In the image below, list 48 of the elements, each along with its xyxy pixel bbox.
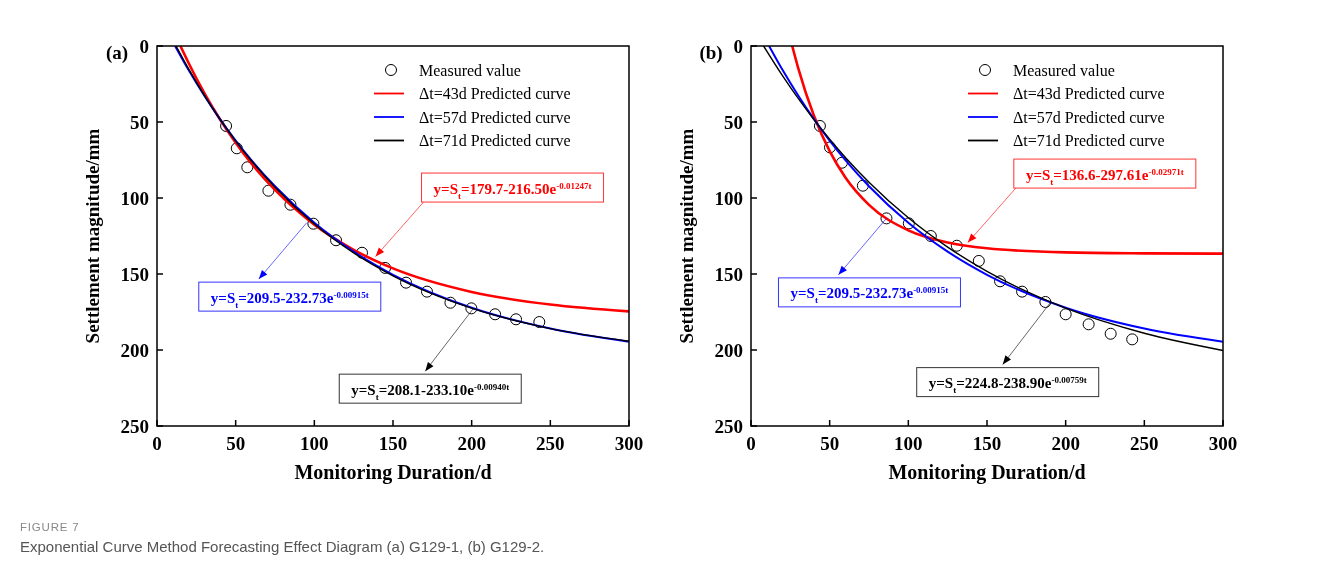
chart-title: (a)	[105, 42, 129, 64]
legend-label: Δt=43d Predicted curve	[1013, 85, 1165, 103]
x-tick-label: 100	[300, 433, 329, 454]
y-tick-label: 100	[714, 187, 743, 209]
annotation: y=S$_{t}$=224.8-238.90e$^{-0.00759t}$	[928, 375, 1087, 396]
legend-label: Measured value	[419, 61, 521, 79]
y-axis-title: Settlement magnitude/mm	[676, 128, 697, 344]
y-tick-label: 0	[139, 35, 149, 57]
y-tick-label: 150	[714, 263, 743, 285]
x-tick-label: 300	[1208, 433, 1238, 454]
x-tick-label: 100	[894, 433, 923, 454]
annotation: y=S$_{t}$=179.7-216.50e$^{-0.01247t}$	[433, 180, 592, 201]
y-tick-label: 150	[120, 263, 149, 285]
y-tick-label: 50	[130, 111, 149, 133]
y-axis-title: Settlement magnitude/mm	[82, 128, 103, 344]
y-tick-label: 50	[724, 111, 743, 133]
annotation: y=S$_{t}$=209.5-232.73e$^{-0.00915t}$	[210, 289, 369, 310]
legend-label: Measured value	[1013, 61, 1115, 79]
x-axis-title: Monitoring Duration/d	[888, 461, 1086, 484]
legend-label: Δt=57d Predicted curve	[419, 108, 571, 126]
x-axis-title: Monitoring Duration/d	[294, 461, 492, 484]
x-tick-label: 0	[152, 433, 162, 454]
y-tick-label: 200	[120, 339, 149, 361]
legend-label: Δt=57d Predicted curve	[1013, 108, 1165, 126]
legend-label: Δt=71d Predicted curve	[419, 132, 571, 150]
legend-label: Δt=71d Predicted curve	[1013, 132, 1165, 150]
y-tick-label: 100	[120, 187, 149, 209]
annotation: y=S$_{t}$=209.5-232.73e$^{-0.00915t}$	[790, 285, 949, 306]
y-tick-label: 0	[733, 35, 743, 57]
x-tick-label: 150	[972, 433, 1002, 454]
y-tick-label: 250	[120, 415, 149, 437]
annotation: y=S$_{t}$=208.1-233.10e$^{-0.00940t}$	[351, 381, 510, 402]
y-tick-label: 200	[714, 339, 743, 361]
chart-title: (b)	[699, 42, 723, 64]
x-tick-label: 50	[820, 433, 840, 454]
x-tick-label: 150	[378, 433, 408, 454]
caption: FIGURE 7	[20, 521, 80, 533]
x-tick-label: 0	[746, 433, 756, 454]
annotation: y=S$_{t}$=136.6-297.61e$^{-0.02971t}$	[1025, 166, 1184, 187]
x-tick-label: 200	[457, 433, 486, 454]
x-tick-label: 200	[1051, 433, 1080, 454]
text: Exponential Curve Method Forecasting Effect Diagram (a) G129-1, (b) G129-2.	[20, 538, 545, 555]
legend-label: Δt=43d Predicted curve	[419, 85, 571, 103]
x-tick-label: 300	[614, 433, 644, 454]
x-tick-label: 250	[1130, 433, 1159, 454]
x-tick-label: 50	[226, 433, 246, 454]
y-tick-label: 250	[714, 415, 743, 437]
x-tick-label: 250	[536, 433, 565, 454]
